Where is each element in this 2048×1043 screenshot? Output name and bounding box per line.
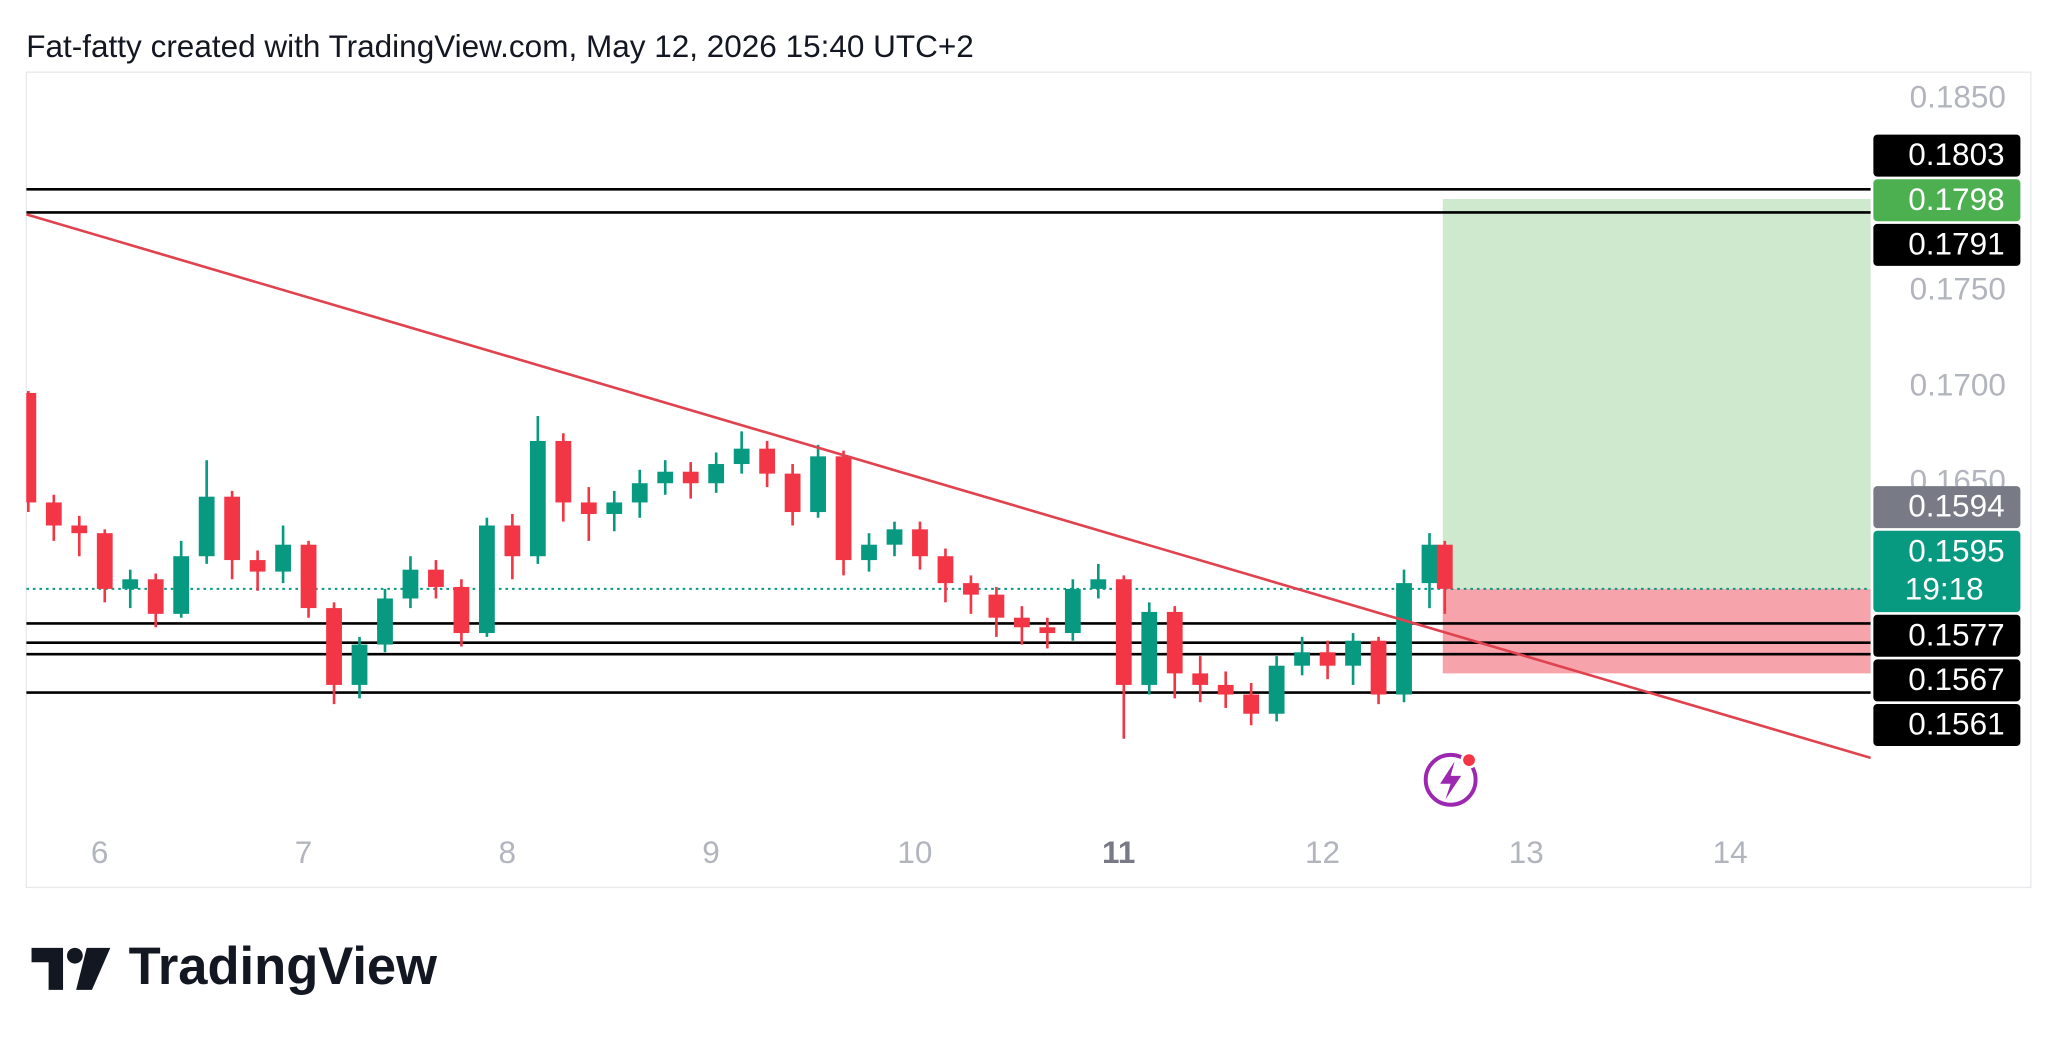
candle-body [26, 392, 37, 503]
price-label: 0.1595 [1908, 532, 2004, 568]
candle-body [988, 594, 1005, 618]
candle-body [937, 556, 954, 584]
candle-body [1345, 640, 1361, 666]
y-tick-label: 0.1750 [1910, 270, 2006, 306]
candle-body [1013, 617, 1030, 628]
candle-body [1243, 694, 1260, 714]
candle-body [708, 464, 725, 484]
trend-line [26, 213, 1871, 760]
candle-body [555, 440, 572, 503]
candle-body [861, 544, 877, 561]
candle-body [606, 502, 623, 514]
x-tick-label: 12 [1305, 834, 1340, 870]
x-tick-label: 14 [1713, 834, 1748, 870]
candle-body [45, 502, 62, 526]
price-label-box [1873, 530, 2021, 613]
time-axis: 6 7 8 9 10 11 12 13 14 [91, 834, 1748, 870]
candle-body [478, 525, 495, 634]
candle-body [428, 569, 444, 587]
y-tick-label: 0.1700 [1910, 367, 2006, 403]
plot-area [26, 188, 1871, 760]
alert-icon [1423, 751, 1478, 807]
header-title: Fat-fatty created with TradingView.com, … [26, 28, 974, 64]
x-tick-label: 6 [91, 834, 109, 870]
candle-body [300, 544, 317, 609]
price-label: 0.1561 [1908, 706, 2004, 742]
candle-body [1436, 544, 1453, 589]
candle-body [733, 448, 750, 465]
price-label: 0.1577 [1908, 616, 2004, 652]
candle-body [275, 544, 291, 572]
candle-body [1141, 611, 1158, 685]
candle-body [122, 579, 139, 589]
countdown-label: 19:18 [1905, 570, 1984, 606]
candle-body [657, 471, 674, 484]
candle-body [96, 533, 113, 589]
candle-body [504, 525, 521, 557]
candle-body [71, 525, 88, 534]
candle-body [784, 473, 801, 513]
candle-body [1166, 611, 1183, 674]
candle-body [198, 496, 215, 557]
candle-body [1421, 544, 1438, 584]
candle-body [1115, 579, 1132, 685]
candle-body [810, 456, 826, 513]
candle-body [631, 483, 648, 503]
price-label-box [1873, 179, 2021, 222]
candle-body [1064, 588, 1081, 634]
candle-body [1217, 684, 1234, 695]
candle-body [1090, 579, 1107, 589]
price-label-box [1873, 486, 2021, 529]
price-label: 0.1791 [1908, 226, 2004, 262]
candle-body [529, 440, 546, 557]
candle-body [249, 560, 266, 572]
candle-body [1192, 673, 1209, 685]
profit-zone [1442, 198, 1871, 589]
candle-body [1396, 583, 1412, 695]
candle-body [377, 598, 393, 645]
candle-body [1319, 652, 1336, 666]
price-label: 0.1803 [1908, 136, 2004, 172]
candle-body [963, 583, 979, 595]
price-axis: 0.18500.17500.17000.16500.18030.17980.17… [1873, 78, 2021, 747]
x-tick-label: 13 [1509, 834, 1544, 870]
candle-body [1370, 640, 1387, 695]
candle-body [1268, 665, 1285, 714]
x-tick-label: 10 [897, 834, 932, 870]
candle-body [326, 608, 342, 685]
candle-body [147, 579, 164, 614]
candle-body [886, 529, 903, 545]
candle-body [580, 502, 597, 514]
price-label: 0.1798 [1908, 181, 2004, 217]
candle-body [759, 448, 776, 474]
candle-body [173, 556, 190, 614]
candle-body [912, 529, 928, 557]
price-label-box [1873, 614, 2021, 657]
candle-body [1294, 652, 1311, 666]
x-tick-label: 9 [702, 834, 720, 870]
candle-body [402, 569, 419, 599]
x-tick-label: 7 [295, 834, 313, 870]
y-tick-label: 0.1850 [1910, 78, 2006, 114]
x-tick-label: 11 [1102, 834, 1135, 870]
candle-body [1039, 627, 1056, 634]
price-label-box [1873, 704, 2021, 747]
candle-body [682, 471, 699, 484]
candle-body [453, 586, 470, 634]
price-label-box [1873, 659, 2021, 702]
brand-name: TradingView [129, 937, 437, 996]
price-label: 0.1594 [1908, 488, 2004, 524]
price-label-box [1873, 223, 2021, 266]
x-tick-label: 8 [499, 834, 517, 870]
loss-zone [1442, 588, 1871, 674]
candle-body [351, 644, 368, 685]
price-label: 0.1567 [1908, 661, 2004, 697]
brand-logo: TradingView [31, 937, 437, 996]
candle-body [835, 456, 852, 561]
price-label-box [1873, 134, 2021, 177]
candle-body [224, 496, 241, 561]
